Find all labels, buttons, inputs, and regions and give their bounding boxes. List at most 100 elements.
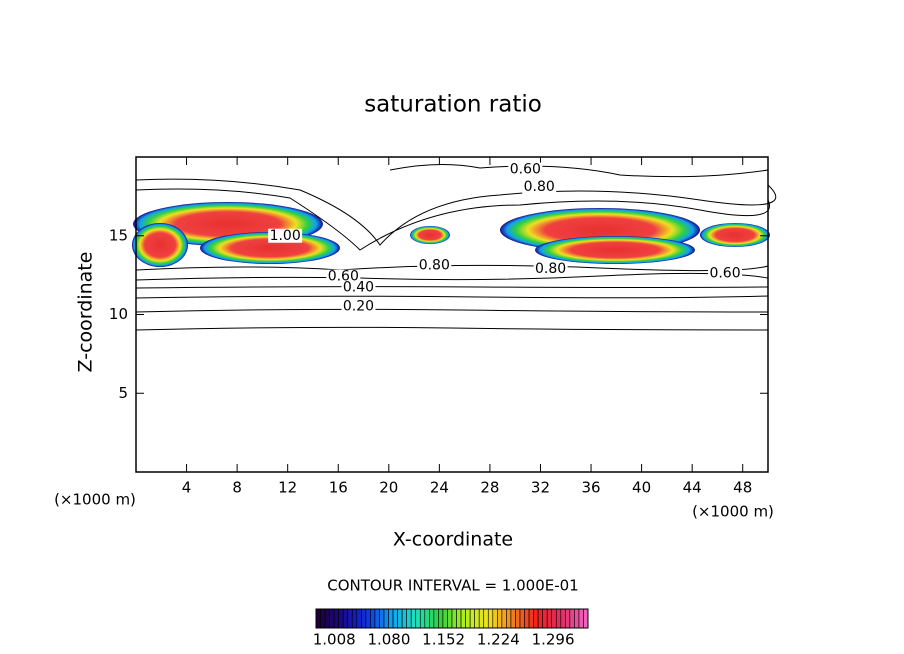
colorbar-cell [560,608,566,629]
y-unit: (×1000 m) [54,491,136,509]
colorbar-cell [546,608,553,629]
colorbar-cell [361,608,367,629]
colorbar-cell [438,608,444,629]
colorbar-cell [542,608,548,629]
colorbar-cell [583,608,589,629]
colorbar-cell [433,608,439,629]
colorbar-cell [410,608,417,629]
colorbar-cell [329,608,335,629]
colorbar-cell [510,608,516,629]
colorbar-cell [492,608,498,629]
x-tick-label: 44 [683,479,702,497]
colorbar-cell [555,608,562,629]
contour-label: 0.60 [510,162,541,178]
colorbar-cell [315,608,321,629]
contour-label: 0.60 [709,266,740,282]
x-tick-label: 40 [632,479,651,497]
x-tick-label: 12 [278,479,297,497]
contour-label-bg [268,228,303,243]
contour-label-bg [341,299,376,314]
colorbar-cell [429,608,435,629]
x-tick-label: 20 [379,479,398,497]
colorbar-cell [342,608,349,629]
colorbar-cell [442,608,448,629]
colorbar-cell [379,608,385,629]
colorbar-cell [397,608,403,629]
contour-label: 0.80 [419,258,450,274]
colorbar-cell [460,608,466,629]
colorbar-cell [320,608,326,629]
colorbar-cell [506,608,512,629]
x-tick-label: 16 [329,479,348,497]
y-axis-title: Z-coordinate [75,252,97,373]
colorbar-cell [528,608,534,629]
colorbar-cell [424,608,430,629]
colorbar-cell [469,608,475,629]
contour-label-bg [522,179,557,194]
colorbar-tick-label: 1.224 [477,631,520,649]
colorbar-cell [419,608,426,629]
x-tick-label: 24 [430,479,449,497]
colorbar-cell [392,608,398,629]
contour-label: 0.20 [343,299,374,315]
colorbar-tick-label: 1.008 [313,631,356,649]
colorbar-cell [524,608,530,629]
colorbar-frame [315,608,589,629]
colorbar-cell [474,608,480,629]
contour-label: 1.00 [270,228,301,244]
colorbar-cell [415,608,421,629]
contour-label-bg [708,266,743,281]
x-axis-title: X-coordinate [393,529,513,551]
contour-label: 0.80 [535,261,566,277]
x-tick-label: 28 [480,479,499,497]
colorbar-cell [483,608,489,629]
colorbar-cell [478,608,485,629]
colorbar-cell [574,608,580,629]
colorbar-cell [370,608,376,629]
contour-label-bg [533,261,568,276]
y-tick-label: 10 [109,305,128,323]
colorbar-tick-label: 1.080 [367,631,410,649]
contour-label-bg [341,280,376,295]
colorbar-cell [338,608,344,629]
x-tick-label: 32 [531,479,550,497]
x-tick-label: 8 [232,479,242,497]
colorbar-tick-label: 1.152 [422,631,465,649]
colorbar-cell [451,608,457,629]
contour-label: 0.40 [343,280,374,296]
colorbar-cell [406,608,412,629]
colorbar-cell [456,608,462,629]
colorbar-tick-label: 1.296 [532,631,575,649]
x-tick-label: 4 [182,479,192,497]
colorbar-cell [497,608,503,629]
contour-label-bg [417,258,452,273]
contour-label: 0.80 [524,179,555,195]
contour-note: CONTOUR INTERVAL = 1.000E-01 [327,577,578,595]
colorbar-cell [578,608,584,629]
colorbar-cell [388,608,394,629]
colorbar-cell [383,608,389,629]
contour-label: 0.60 [328,269,359,285]
y-tick-label: 15 [109,226,128,244]
colorbar-cell [365,608,371,629]
contour-label-bg [326,269,361,284]
colorbar-cell [401,608,407,629]
colorbar-cell [487,608,494,629]
x-tick-label: 48 [733,479,752,497]
colorbar-cell [356,608,362,629]
y-tick-label: 5 [118,384,128,402]
chart-title: saturation ratio [364,92,542,118]
colorbar-cell [333,608,339,629]
colorbar-cell [569,608,575,629]
field-decor [132,163,777,331]
x-tick-label: 36 [581,479,600,497]
colorbar-cell [465,608,471,629]
colorbar-cell [324,608,330,629]
colorbar-cell [533,608,539,629]
colorbar-cell [351,608,358,629]
colorbar-cell [519,608,525,629]
colorbar-cell [515,608,521,629]
colorbar-cell [551,608,557,629]
colorbar-cell [537,608,543,629]
